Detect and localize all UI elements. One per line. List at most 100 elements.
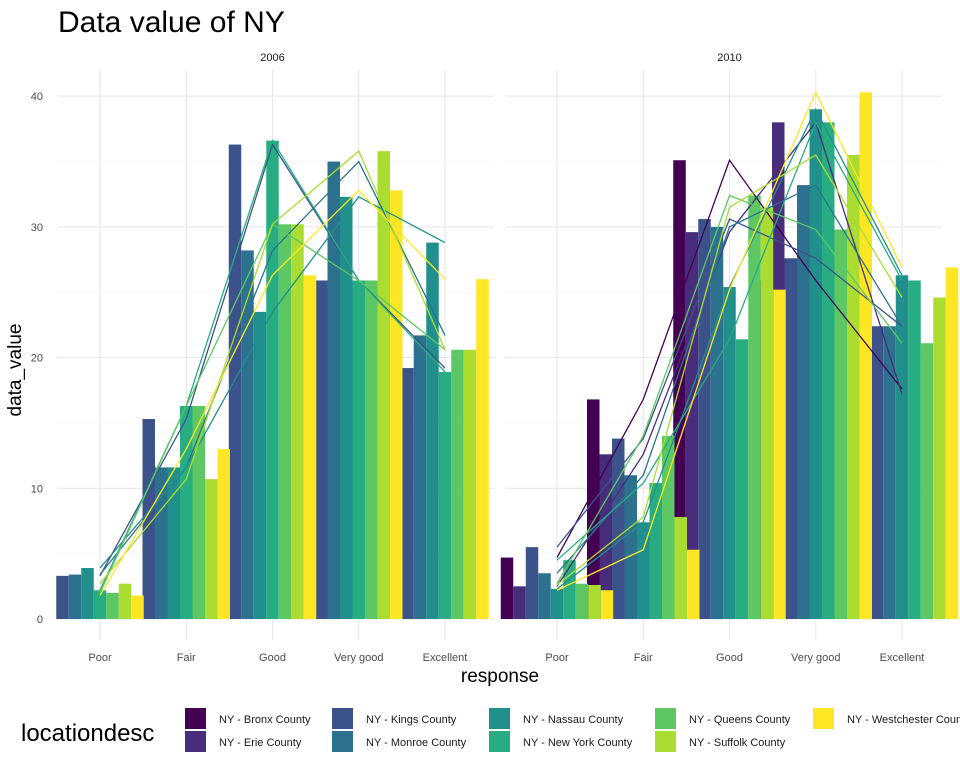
series-line — [556, 194, 903, 585]
x-tick-label: Good — [716, 652, 743, 664]
chart-panels: 2006 Poor Fair Good Very good Excellent 0 10 20 3… — [31, 52, 959, 664]
y-tick-label: 20 — [31, 353, 43, 365]
y-tick-label: 10 — [31, 483, 43, 495]
bar — [945, 267, 959, 619]
legend-label: NY - Nassau County — [523, 714, 624, 726]
legend-item: NY - Queens County — [655, 708, 791, 729]
legend-swatch — [655, 708, 676, 729]
facet-label: 2006 — [260, 52, 284, 64]
bar — [352, 280, 365, 619]
legend-label: NY - Erie County — [219, 737, 302, 749]
bar — [81, 568, 94, 619]
bar — [773, 289, 786, 619]
facet-panel-2010: 2010 Poor Fair Good Very good Excellent — [500, 52, 959, 664]
bar — [438, 371, 452, 619]
bar — [106, 592, 119, 619]
bar — [624, 475, 637, 619]
bar — [847, 155, 860, 619]
bar — [377, 151, 390, 619]
series-line — [556, 154, 903, 586]
x-tick-label: Very good — [791, 652, 841, 664]
legend-item: NY - Monroe County — [332, 731, 467, 752]
bar — [723, 287, 736, 619]
bar — [563, 560, 576, 619]
bar — [142, 419, 155, 619]
series-lines — [99, 139, 446, 596]
series-line — [556, 120, 903, 561]
series-line — [99, 150, 446, 585]
bar — [413, 335, 427, 619]
series-lines — [556, 90, 903, 591]
legend-swatch — [332, 731, 353, 752]
bar — [908, 280, 921, 619]
bar — [241, 250, 254, 619]
bar — [68, 574, 82, 619]
legend-label: NY - Bronx County — [219, 714, 311, 726]
legend-item: NY - Westchester County — [813, 708, 960, 729]
x-tick-label: Excellent — [880, 652, 925, 664]
bar — [588, 585, 601, 619]
legend-label: NY - Kings County — [366, 714, 457, 726]
legend-swatch — [489, 731, 510, 752]
legend: locationdesc NY - Bronx County NY - Erie … — [21, 708, 960, 752]
series-line — [556, 107, 903, 590]
bar — [895, 275, 909, 619]
bar — [822, 122, 835, 619]
bar — [809, 109, 822, 620]
bar — [167, 467, 180, 619]
legend-item: NY - Bronx County — [185, 708, 311, 729]
bar — [612, 438, 625, 619]
x-tick-label: Poor — [88, 652, 112, 664]
legend-label: NY - Suffolk County — [689, 737, 786, 749]
y-axis-title: data_value — [5, 324, 26, 417]
x-tick-label: Very good — [334, 652, 384, 664]
legend-label: NY - Westchester County — [847, 714, 960, 726]
legend-item: NY - Nassau County — [489, 708, 624, 729]
legend-swatch — [489, 708, 510, 729]
legend-item: NY - Erie County — [185, 731, 302, 752]
series-line — [99, 196, 446, 569]
bar — [710, 226, 724, 619]
bar — [662, 436, 675, 619]
bar — [463, 349, 477, 619]
series-line — [99, 189, 446, 596]
x-tick-label: Excellent — [423, 652, 468, 664]
y-tick-label: 0 — [37, 614, 43, 626]
legend-swatch — [813, 708, 834, 729]
bar — [735, 339, 749, 619]
bar — [797, 185, 810, 619]
bar — [500, 557, 514, 619]
legend-item: NY - Kings County — [332, 708, 457, 729]
bar — [649, 483, 662, 619]
bar — [673, 160, 686, 620]
bar — [748, 195, 761, 619]
legend-swatch — [655, 731, 676, 752]
bar — [760, 207, 774, 620]
bar — [698, 219, 711, 619]
x-tick-label: Good — [259, 652, 286, 664]
bar — [834, 229, 847, 619]
bar — [870, 326, 884, 619]
bar — [451, 349, 464, 619]
bar — [883, 326, 896, 619]
bar — [525, 547, 539, 620]
bar — [933, 297, 946, 619]
series-line — [556, 218, 903, 548]
bar — [278, 224, 292, 620]
bars — [500, 92, 959, 620]
bar — [155, 467, 168, 619]
bar — [217, 449, 230, 619]
x-tick-label: Fair — [177, 652, 196, 664]
bar — [266, 140, 279, 619]
bar — [228, 144, 242, 619]
series-line — [99, 143, 446, 577]
bar — [93, 590, 107, 619]
bar — [365, 280, 378, 619]
legend-title: locationdesc — [21, 720, 154, 747]
legend-item: NY - New York County — [489, 731, 633, 752]
legend-label: NY - Queens County — [689, 714, 791, 726]
bar — [56, 575, 69, 619]
bar — [476, 279, 489, 619]
bar — [180, 405, 193, 619]
